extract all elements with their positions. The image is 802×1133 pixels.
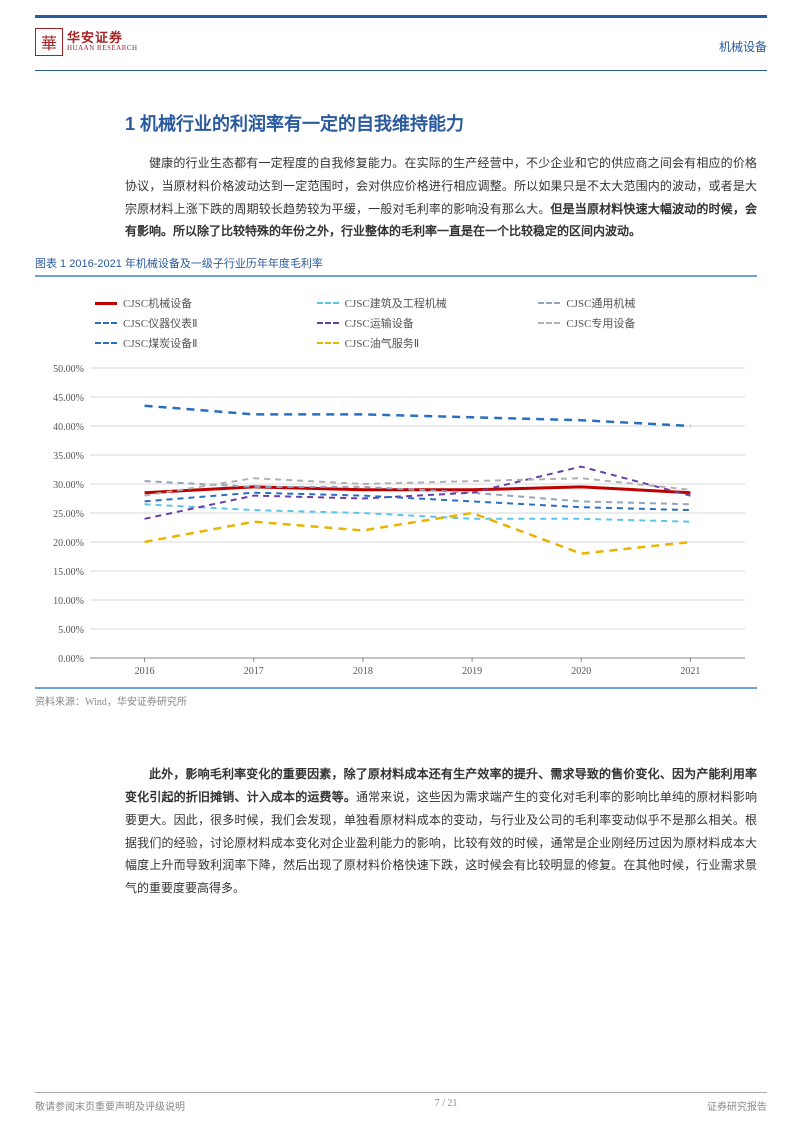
svg-text:30.00%: 30.00%: [53, 480, 84, 491]
brand-logo: 華 华安证券 HUAAN RESEARCH: [35, 28, 138, 56]
legend-label: CJSC通用机械: [566, 295, 635, 311]
paragraph-1: 健康的行业生态都有一定程度的自我修复能力。在实际的生产经营中，不少企业和它的供应…: [125, 152, 757, 243]
footer-left: 敬请参阅末页重要声明及评级说明: [35, 1098, 185, 1113]
svg-text:2017: 2017: [244, 666, 264, 677]
page-header: 華 华安证券 HUAAN RESEARCH 机械设备: [35, 20, 767, 65]
legend-swatch: [538, 322, 560, 324]
legend-label: CJSC专用设备: [566, 315, 635, 331]
chart-source: 资料来源：Wind，华安证券研究所: [35, 687, 757, 708]
svg-text:2018: 2018: [353, 666, 373, 677]
legend-item: CJSC运输设备: [317, 315, 519, 331]
legend-item: CJSC油气服务Ⅱ: [317, 335, 519, 351]
legend-swatch: [95, 322, 117, 324]
legend-label: CJSC仪器仪表Ⅱ: [123, 315, 198, 331]
svg-text:45.00%: 45.00%: [53, 393, 84, 404]
chart-svg: 0.00% 5.00% 10.00% 15.00% 20.00% 25.00% 30.00%…: [35, 363, 760, 683]
page-footer: 敬请参阅末页重要声明及评级说明 7 / 21 证券研究报告: [35, 1092, 767, 1113]
footer-page-number: 7 / 21: [435, 1098, 458, 1113]
legend-item: CJSC建筑及工程机械: [317, 295, 519, 311]
chart-container: CJSC机械设备 CJSC建筑及工程机械 CJSC通用机械 CJSC仪器仪表Ⅱ CJSC…: [35, 287, 760, 683]
svg-text:40.00%: 40.00%: [53, 422, 84, 433]
svg-text:15.00%: 15.00%: [53, 567, 84, 578]
header-sector-label: 机械设备: [719, 38, 767, 55]
legend-item: CJSC通用机械: [538, 295, 740, 311]
paragraph-2-text: 通常来说，这些因为需求端产生的变化对毛利率的影响比单纯的原材料影响要更大。因此，…: [125, 790, 757, 895]
brand-name-en: HUAAN RESEARCH: [67, 45, 138, 53]
chart-legend: CJSC机械设备 CJSC建筑及工程机械 CJSC通用机械 CJSC仪器仪表Ⅱ CJSC…: [35, 287, 760, 363]
footer-rule: [35, 1092, 767, 1093]
footer-right: 证券研究报告: [707, 1098, 767, 1113]
section-title: 1 机械行业的利润率有一定的自我维持能力: [125, 110, 757, 136]
svg-text:0.00%: 0.00%: [58, 654, 84, 665]
svg-text:2020: 2020: [571, 666, 591, 677]
legend-label: CJSC煤炭设备Ⅱ: [123, 335, 198, 351]
legend-label: CJSC油气服务Ⅱ: [345, 335, 420, 351]
chart-title-rule: [35, 275, 757, 277]
legend-item: CJSC仪器仪表Ⅱ: [95, 315, 297, 331]
legend-swatch: [317, 342, 339, 344]
legend-label: CJSC建筑及工程机械: [345, 295, 447, 311]
logo-mark: 華: [35, 28, 63, 56]
svg-text:5.00%: 5.00%: [58, 625, 84, 636]
svg-text:20.00%: 20.00%: [53, 538, 84, 549]
legend-item: CJSC机械设备: [95, 295, 297, 311]
legend-item: CJSC专用设备: [538, 315, 740, 331]
header-divider: [35, 70, 767, 71]
legend-label: CJSC机械设备: [123, 295, 192, 311]
brand-name-cn: 华安证券: [67, 31, 138, 45]
svg-text:25.00%: 25.00%: [53, 509, 84, 520]
svg-text:10.00%: 10.00%: [53, 596, 84, 607]
svg-text:35.00%: 35.00%: [53, 451, 84, 462]
top-accent-bar: [35, 15, 767, 18]
legend-item: CJSC煤炭设备Ⅱ: [95, 335, 297, 351]
chart-plot: 0.00% 5.00% 10.00% 15.00% 20.00% 25.00% 30.00%…: [35, 363, 760, 683]
legend-swatch: [317, 302, 339, 304]
svg-text:2016: 2016: [135, 666, 155, 677]
legend-swatch: [95, 302, 117, 305]
legend-swatch: [317, 322, 339, 324]
chart-title: 图表 1 2016-2021 年机械设备及一级子行业历年年度毛利率: [35, 255, 757, 275]
legend-label: CJSC运输设备: [345, 315, 414, 331]
svg-text:2021: 2021: [680, 666, 700, 677]
svg-text:50.00%: 50.00%: [53, 364, 84, 375]
svg-text:2019: 2019: [462, 666, 482, 677]
legend-swatch: [538, 302, 560, 304]
legend-swatch: [95, 342, 117, 344]
paragraph-2: 此外，影响毛利率变化的重要因素，除了原材料成本还有生产效率的提升、需求导致的售价…: [125, 763, 757, 900]
